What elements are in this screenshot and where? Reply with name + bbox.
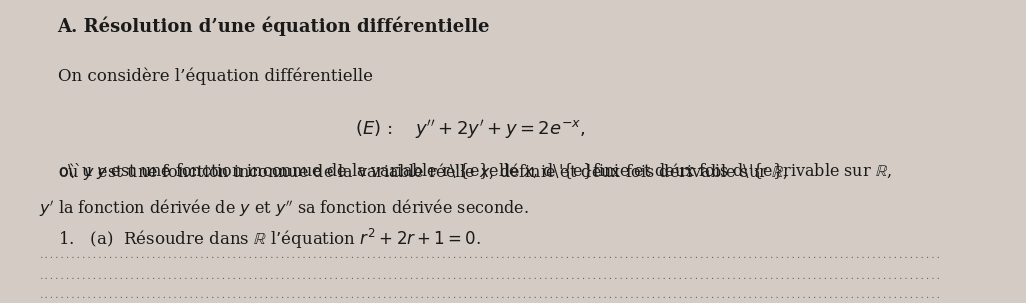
Text: $(E)$ :    $y'' + 2y' + y = 2e^{-x},$: $(E)$ : $y'' + 2y' + y = 2e^{-x},$ [355,118,585,142]
Text: ................................................................................: ........................................… [39,271,1026,281]
Text: $y'$ la fonction dérivée de $y$ et $y''$ sa fonction dérivée seconde.: $y'$ la fonction dérivée de $y$ et $y''$… [39,197,528,218]
Text: où $y$ est une fonction inconnue de la variable réelle $x$, définie et deux fois: où $y$ est une fonction inconnue de la v… [57,161,787,181]
Text: ................................................................................: ........................................… [39,251,1026,260]
Text: o\`u $y$ est une fonction inconnue de la variable r\'{e}elle $x$, d\'{e}finie et: o\`u $y$ est une fonction inconnue de la… [57,161,892,181]
Text: 1.   (a)  Résoudre dans $\mathbb{R}$ l’équation $r^2 + 2r + 1 = 0$.: 1. (a) Résoudre dans $\mathbb{R}$ l’équa… [57,227,481,251]
Text: On considère l’équation différentielle: On considère l’équation différentielle [57,68,372,85]
Text: ................................................................................: ........................................… [39,291,1026,300]
Text: A. Résolution d’une équation différentielle: A. Résolution d’une équation différentie… [57,16,490,36]
